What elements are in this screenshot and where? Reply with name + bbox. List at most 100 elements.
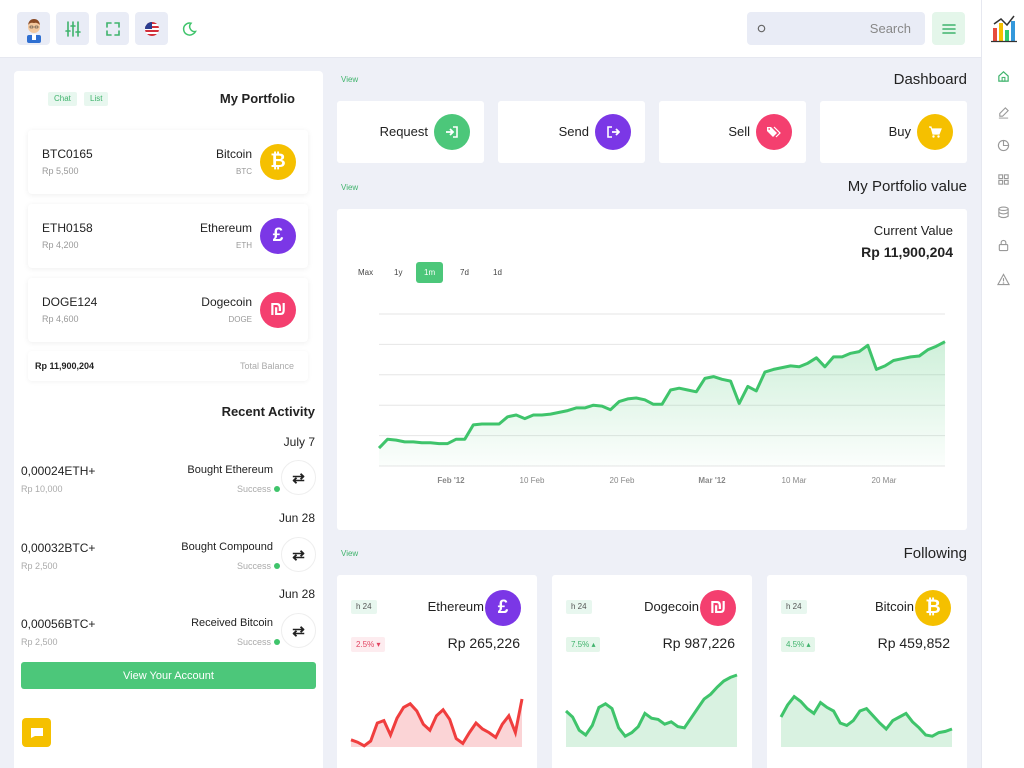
coin-price: Rp 265,226 [447, 635, 520, 651]
chat-float-button[interactable] [22, 718, 51, 747]
coin-name: Bitcoin [874, 599, 914, 614]
hamburger-menu-icon [941, 23, 956, 34]
coin-price: Rp 459,852 [877, 635, 950, 651]
coin-name: Ethereum [427, 599, 484, 614]
current-value-amount: Rp 11,900,204 [861, 244, 953, 260]
request-button[interactable] [434, 114, 470, 150]
portfolio-title: My Portfolio [219, 91, 295, 106]
activity-date: July 7 [283, 435, 315, 449]
dark-mode-toggle[interactable] [173, 12, 206, 45]
sparkline-area [781, 696, 952, 747]
search-icon [757, 24, 766, 32]
success-dot [274, 486, 280, 492]
range-tab-max[interactable]: Max [358, 268, 374, 277]
pie-chart-icon[interactable] [995, 137, 1011, 153]
coin-code: ETH0158 [42, 221, 93, 235]
sell-card[interactable]: Sell [659, 101, 806, 163]
current-value-label: Current Value [873, 223, 953, 238]
send-button[interactable] [595, 114, 631, 150]
activity-description: Bought Ethereum [187, 464, 273, 476]
database-icon[interactable] [995, 204, 1011, 220]
x-tick-label: Mar '12 [698, 476, 726, 485]
edit-icon[interactable] [995, 104, 1011, 120]
x-tick-label: 10 Feb [520, 476, 545, 485]
caret-up-icon: ▴ [806, 640, 811, 649]
portfolio-value-view-link[interactable]: View [341, 183, 359, 192]
total-balance-row: Rp 11,900,204 Total Balance [28, 351, 308, 381]
portfolio-coin-card[interactable]: BTC0165 Rp 5,500 Bitcoin BTC ₿ [28, 130, 308, 194]
period-badge: h 24 [566, 600, 592, 614]
send-card[interactable]: Send [498, 101, 645, 163]
sell-button[interactable] [756, 114, 792, 150]
buy-card[interactable]: Buy [820, 101, 967, 163]
sign-in-icon [446, 126, 458, 138]
swap-arrows-icon: ⇄ [292, 622, 305, 640]
request-card[interactable]: Request [337, 101, 484, 163]
dashboard-view-link[interactable]: View [341, 75, 359, 84]
sparkline-chart [564, 673, 738, 747]
swap-button[interactable]: ⇄ [281, 460, 316, 495]
search-input[interactable] [791, 21, 911, 36]
swap-button[interactable]: ⇄ [281, 613, 316, 648]
following-card-ethereum[interactable]: h 24 Ethereum £ 2.5% ▾ Rp 265,226 [337, 575, 537, 768]
home-icon[interactable] [995, 68, 1011, 84]
following-card-bitcoin[interactable]: h 24 Bitcoin ₿ 4.5% ▴ Rp 459,852 [767, 575, 967, 768]
range-tab-7d[interactable]: 7d [460, 268, 469, 277]
send-label: Send [558, 124, 589, 139]
coin-name: Ethereum [199, 221, 252, 235]
change-value: 7.5% [571, 640, 590, 649]
grid-icon[interactable] [995, 171, 1011, 187]
right-sidebar [981, 0, 1024, 768]
period-badge: h 24 [781, 600, 807, 614]
menu-button[interactable] [932, 12, 965, 45]
success-dot [274, 563, 280, 569]
coin-amount: Rp 5,500 [42, 166, 79, 176]
range-tab-1m[interactable]: 1m [416, 262, 444, 283]
fullscreen-button[interactable] [96, 12, 129, 45]
portfolio-panel: Chat List My Portfolio BTC0165 Rp 5,500 … [14, 71, 323, 768]
portfolio-value-chart: Feb '12 10 Feb 20 Feb Mar '12 10 Mar 20 Mar [377, 313, 946, 485]
range-tab-1d[interactable]: 1d [493, 268, 502, 277]
coin-code: DOGE124 [42, 295, 98, 309]
x-tick-label: 10 Mar [782, 476, 807, 485]
list-tab[interactable]: List [84, 92, 109, 106]
coin-name: Dogecoin [644, 599, 699, 614]
total-balance-value: Rp 11,900,204 [35, 361, 95, 371]
sliders-icon [64, 20, 81, 37]
swap-button[interactable]: ⇄ [281, 537, 316, 572]
app-logo[interactable] [990, 12, 1018, 49]
sparkline-line [564, 673, 738, 739]
following-view-link[interactable]: View [341, 549, 359, 558]
warning-icon[interactable] [995, 271, 1011, 287]
portfolio-coin-card[interactable]: ETH0158 Rp 4,200 Ethereum ETH £ [28, 204, 308, 268]
sparkline-area [351, 699, 522, 747]
period-badge: h 24 [351, 600, 377, 614]
coin-code: BTC0165 [42, 147, 93, 161]
lock-icon[interactable] [995, 237, 1011, 253]
range-tab-1y[interactable]: 1y [394, 268, 403, 277]
following-card-dogecoin[interactable]: h 24 Dogecoin ₪ 7.5% ▴ Rp 987,226 [552, 575, 752, 768]
top-bar [0, 0, 981, 58]
ethereum-icon: £ [260, 218, 296, 254]
portfolio-coin-card[interactable]: DOGE124 Rp 4,600 Dogecoin DOGE ₪ [28, 278, 308, 342]
success-dot [274, 639, 280, 645]
x-tick-label: 20 Feb [610, 476, 635, 485]
coin-amount: Rp 4,600 [42, 314, 79, 324]
avatar[interactable] [17, 12, 50, 45]
coin-name: Bitcoin [215, 147, 252, 161]
swap-arrows-icon: ⇄ [292, 546, 305, 564]
buy-label: Buy [888, 124, 911, 139]
caret-up-icon: ▴ [591, 640, 596, 649]
chat-tab[interactable]: Chat [48, 92, 77, 106]
activity-date: Jun 28 [278, 587, 315, 601]
change-value: 4.5% [786, 640, 805, 649]
activity-status: Success [236, 561, 271, 571]
search-box[interactable] [747, 12, 925, 45]
view-account-button[interactable]: View Your Account [21, 662, 316, 689]
swap-arrows-icon: ⇄ [292, 469, 305, 487]
language-button[interactable] [135, 12, 168, 45]
buy-button[interactable] [917, 114, 953, 150]
coin-amount: Rp 4,200 [42, 240, 79, 250]
activity-description: Received Bitcoin [191, 617, 273, 629]
settings-sliders-button[interactable] [56, 12, 89, 45]
